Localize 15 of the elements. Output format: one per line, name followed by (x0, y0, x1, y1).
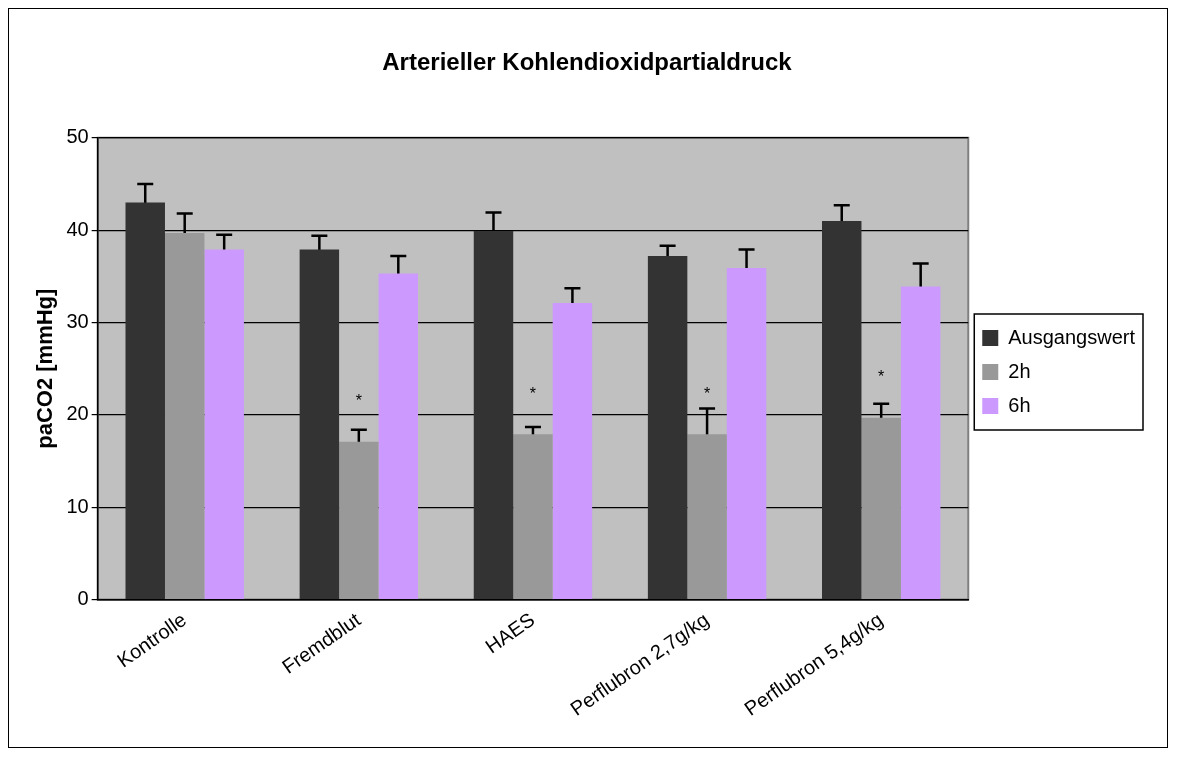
chart-title: Arterieller Kohlendioxidpartialdruck (382, 48, 793, 76)
y-tick-label: 10 (66, 494, 89, 517)
legend-label: 2h (1008, 359, 1031, 382)
annotation: * (529, 384, 537, 402)
annotation: * (355, 392, 362, 410)
annotation: * (703, 384, 711, 402)
legend-label: 6h (1008, 393, 1031, 416)
y-tick-label: 50 (66, 125, 89, 148)
y-tick-label: 40 (66, 217, 89, 240)
annotation: * (878, 368, 885, 386)
y-tick-label: 20 (66, 402, 89, 425)
y-axis-title: paCO2 [mmHg] (32, 288, 58, 449)
y-tick-label: 0 (77, 587, 89, 610)
legend-label: Ausgangswert (1008, 325, 1136, 348)
y-tick-label: 30 (66, 310, 89, 333)
